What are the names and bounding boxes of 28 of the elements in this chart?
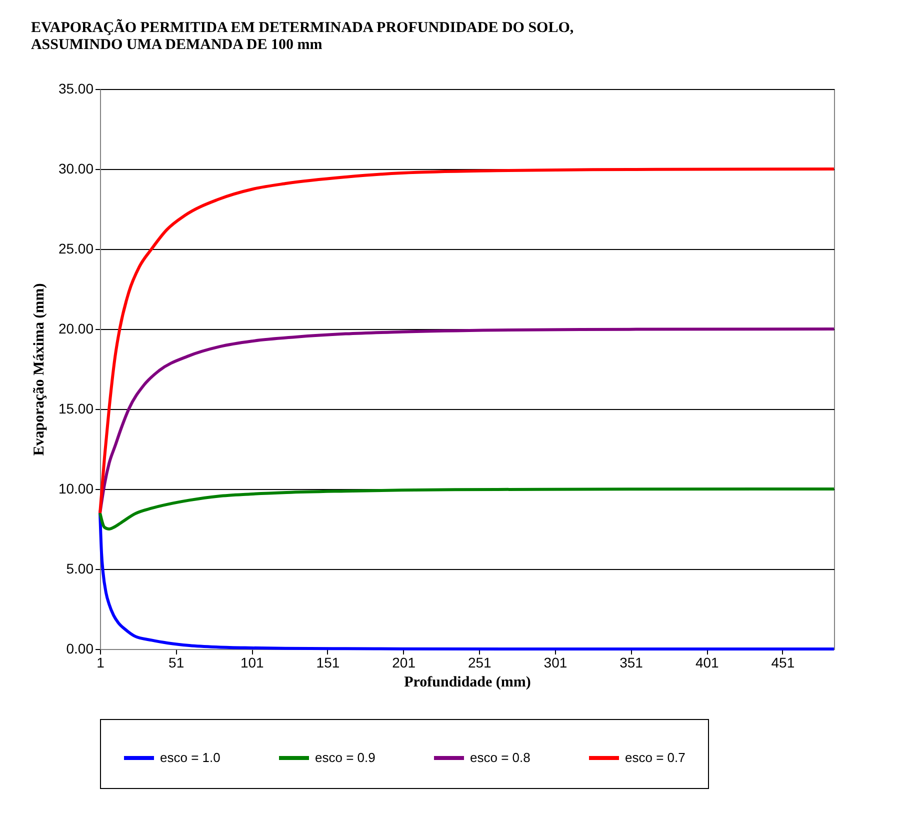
x-tick-label: 151 — [316, 654, 340, 670]
legend-label: esco = 1.0 — [160, 750, 220, 765]
x-tick-label: 101 — [240, 654, 264, 670]
legend-label: esco = 0.7 — [625, 750, 686, 765]
y-tick-label: 30.00 — [58, 160, 94, 176]
line-series — [98, 488, 836, 530]
legend-label: esco = 0.9 — [315, 750, 376, 765]
line-series — [98, 328, 836, 514]
chart-title: EVAPORAÇÃO PERMITIDA EM DETERMINADA PROFUNDIDADE DO SOLO, ASSUMINDO UMA DEMANDA DE 100 mm — [30, 19, 574, 53]
y-tick-label: 35.00 — [58, 80, 94, 96]
line-series — [98, 168, 836, 514]
x-tick-label: 351 — [620, 654, 644, 670]
x-tick-label: 1 — [96, 654, 105, 670]
x-tick-label: 201 — [392, 654, 416, 670]
x-axis-title: Profundidade (mm) — [404, 674, 531, 690]
legend-label: esco = 0.8 — [470, 750, 530, 765]
x-tick-label: 251 — [468, 654, 492, 670]
y-tick-label: 5.00 — [66, 560, 94, 576]
y-tick-label: 25.00 — [58, 240, 94, 256]
x-tick-label: 51 — [168, 654, 184, 670]
y-tick-label: 10.00 — [58, 480, 94, 496]
x-tick-label: 401 — [695, 654, 720, 670]
x-tick-label: 451 — [771, 654, 795, 670]
y-tick-label: 20.00 — [58, 320, 94, 336]
y-tick-label: 0.00 — [66, 640, 94, 656]
x-tick-label: 301 — [544, 654, 568, 670]
y-axis-title: Evaporação Máxima (mm) — [31, 283, 48, 456]
y-tick-label: 15.00 — [58, 400, 94, 416]
